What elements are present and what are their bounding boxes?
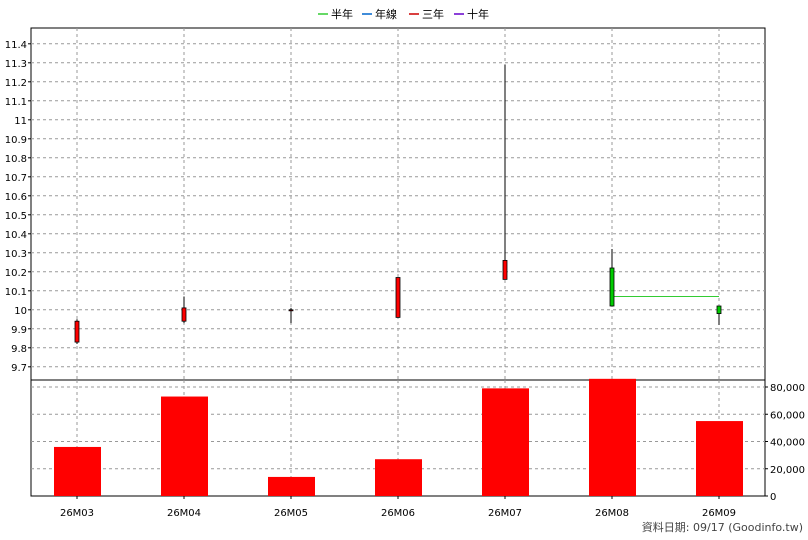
legend-label: 半年: [331, 7, 353, 21]
candle: [609, 249, 615, 307]
candle: [395, 277, 401, 318]
candle-body: [716, 305, 722, 314]
candle-body: [181, 307, 187, 322]
volume-tick-label: 20,000: [770, 465, 805, 476]
x-tick-label: 26M07: [488, 508, 522, 519]
volume-bar: [482, 388, 529, 496]
volume-bar: [375, 459, 422, 496]
price-tick-label: 10.6: [5, 192, 27, 203]
volume-bar: [589, 378, 636, 496]
price-tick-label: 10.3: [5, 249, 27, 260]
price-tick-label: 9.8: [11, 344, 27, 355]
price-tick-label: 10.7: [5, 173, 27, 184]
price-tick-label: 11.4: [5, 40, 27, 51]
price-tick-label: 11.2: [5, 78, 27, 89]
legend-item-year-line: 年線: [362, 7, 397, 21]
data-date-footer: 資料日期: 09/17 (Goodinfo.tw): [642, 520, 803, 534]
x-tick-label: 26M04: [167, 508, 201, 519]
price-tick-label: 9.7: [11, 363, 27, 374]
price-tick-label: 10: [14, 306, 27, 317]
x-tick-label: 26M09: [702, 508, 736, 519]
price-tick-label: 10.5: [5, 211, 27, 222]
candle-body: [609, 267, 615, 307]
price-axis: 9.7 9.8 9.9 10 10.1 10.2 10.3 10.4 10.5 10.6 10.7 1…: [5, 40, 31, 374]
x-tick-label: 26M05: [274, 508, 308, 519]
candlesticks: [74, 64, 722, 344]
volume-axis: 0 20,000 40,000 60,000 80,000: [765, 383, 805, 503]
volume-bar: [268, 476, 315, 496]
volume-bars: [54, 378, 743, 496]
volume-tick-label: 0: [770, 492, 776, 503]
price-tick-label: 9.9: [11, 325, 27, 336]
volume-bar: [161, 396, 208, 496]
volume-tick-label: 80,000: [770, 383, 805, 394]
volume-tick-label: 60,000: [770, 410, 805, 421]
volume-bar: [696, 421, 743, 496]
x-tick-label: 26M03: [60, 508, 94, 519]
volume-bar: [54, 446, 101, 496]
x-axis: 26M03 26M04 26M05 26M06 26M07 26M08 26M09: [60, 496, 736, 519]
x-tick-label: 26M08: [595, 508, 629, 519]
legend-label: 三年: [422, 7, 444, 21]
legend: 半年 年線 三年 十年: [318, 7, 489, 21]
candle: [74, 319, 80, 344]
candle: [716, 305, 722, 325]
candle-body: [502, 259, 508, 280]
price-tick-label: 10.2: [5, 268, 27, 279]
legend-item-half-year: 半年: [318, 7, 353, 21]
candle-body: [74, 320, 80, 343]
price-tick-label: 10.8: [5, 154, 27, 165]
price-tick-label: 10.9: [5, 135, 27, 146]
price-tick-label: 11.1: [5, 97, 27, 108]
price-tick-label: 11.3: [5, 59, 27, 70]
price-tick-label: 10.1: [5, 287, 27, 298]
legend-label: 十年: [467, 7, 489, 21]
x-tick-label: 26M06: [381, 508, 415, 519]
price-tick-label: 10.4: [5, 230, 27, 241]
candle: [502, 64, 508, 280]
candle: [181, 296, 187, 324]
price-tick-label: 11: [14, 116, 27, 127]
candle: [288, 307, 294, 324]
legend-item-three-year: 三年: [409, 7, 444, 21]
candle-body: [395, 277, 401, 318]
legend-item-ten-year: 十年: [454, 7, 489, 21]
volume-tick-label: 40,000: [770, 438, 805, 449]
candle-body: [288, 309, 294, 312]
legend-label: 年線: [375, 7, 397, 21]
